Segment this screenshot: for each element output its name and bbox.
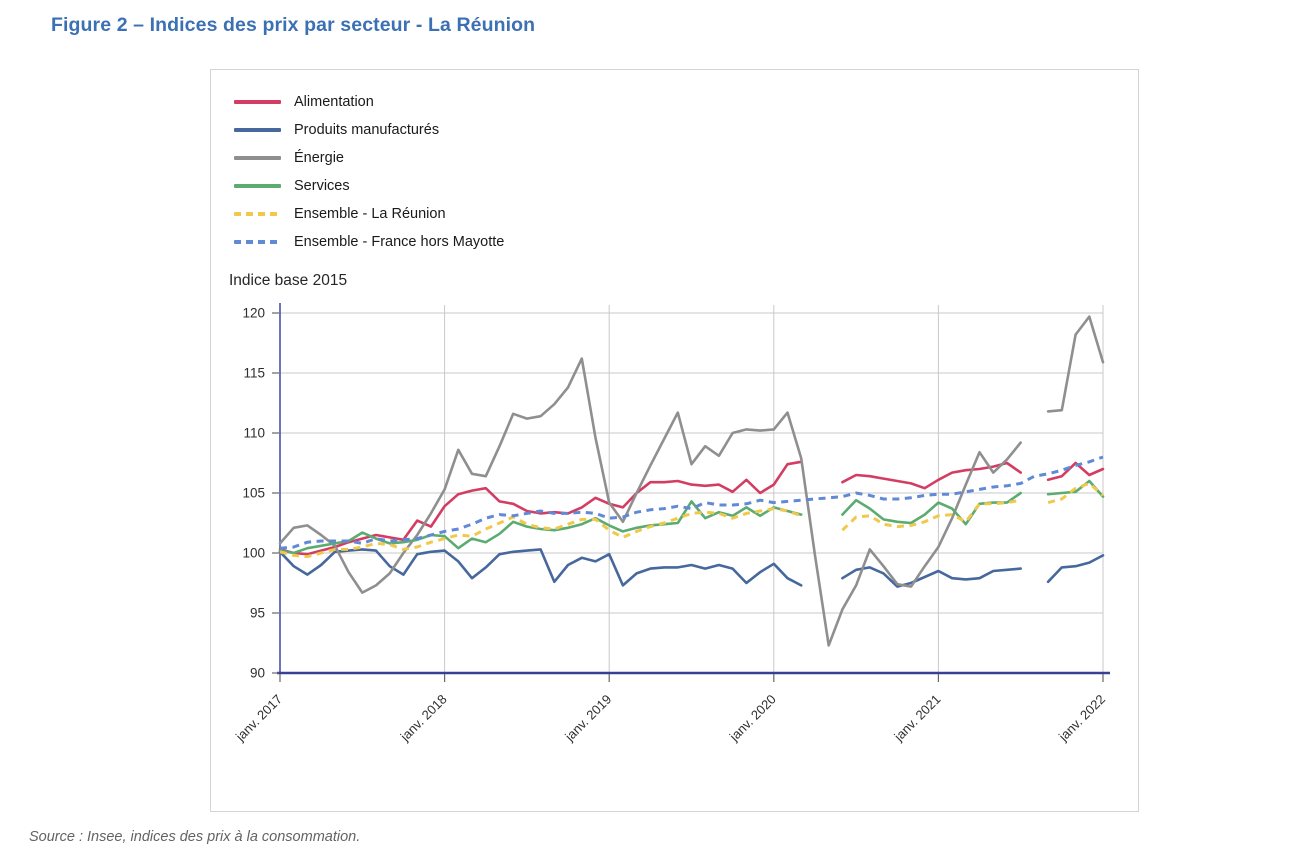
x-axis-ticks: janv. 2017 janv. 2018 janv. 2019 janv. 2020… xyxy=(232,674,1108,745)
y-axis-ticks: 90 95 100 105 110 115 120 xyxy=(242,306,279,681)
legend-label-ensemble-france-hors-mayotte: Ensemble - France hors Mayotte xyxy=(294,234,505,250)
svg-text:janv. 2020: janv. 2020 xyxy=(726,692,779,745)
legend-label-energie: Énergie xyxy=(294,150,344,166)
legend-swatch-ensemble-france-hors-mayotte xyxy=(234,240,281,244)
chart-panel xyxy=(210,69,1139,812)
legend-item-alimentation: Alimentation xyxy=(234,88,504,116)
legend-label-services: Services xyxy=(294,178,350,194)
svg-text:janv. 2021: janv. 2021 xyxy=(890,692,943,745)
svg-text:120: 120 xyxy=(242,306,265,321)
svg-text:90: 90 xyxy=(250,666,265,681)
series-energie xyxy=(278,315,1105,647)
legend-item-energie: Énergie xyxy=(234,144,504,172)
svg-text:janv. 2017: janv. 2017 xyxy=(232,692,285,745)
legend-swatch-energie xyxy=(234,156,281,160)
series-produits-manufactures xyxy=(278,548,1105,588)
legend-item-ensemble-france-hors-mayotte: Ensemble - France hors Mayotte xyxy=(234,228,504,256)
figure-title: Figure 2 – Indices des prix par secteur … xyxy=(51,14,536,36)
svg-text:95: 95 xyxy=(250,606,265,621)
series-ensemble-la-reunion xyxy=(279,481,1104,559)
svg-text:janv. 2022: janv. 2022 xyxy=(1055,692,1108,745)
legend-swatch-produits-manufactures xyxy=(234,128,281,132)
svg-text:115: 115 xyxy=(243,366,265,381)
svg-text:100: 100 xyxy=(242,546,265,561)
chart-legend: Alimentation Produits manufacturés Énergie… xyxy=(234,88,504,256)
series-ensemble-france-hors-mayotte xyxy=(279,455,1104,550)
svg-text:105: 105 xyxy=(242,486,265,501)
legend-label-ensemble-la-reunion: Ensemble - La Réunion xyxy=(294,206,446,222)
svg-text:110: 110 xyxy=(243,426,265,441)
y-axis-title: Indice base 2015 xyxy=(229,272,348,289)
legend-swatch-services xyxy=(234,184,281,188)
legend-label-alimentation: Alimentation xyxy=(294,94,374,110)
legend-swatch-ensemble-la-reunion xyxy=(234,212,281,216)
series-services xyxy=(278,479,1105,555)
legend-label-produits-manufactures: Produits manufacturés xyxy=(294,122,440,138)
legend-swatch-alimentation xyxy=(234,100,281,104)
axes xyxy=(277,303,1110,675)
legend-item-produits-manufactures: Produits manufacturés xyxy=(234,116,504,144)
svg-text:janv. 2018: janv. 2018 xyxy=(397,692,450,745)
svg-text:janv. 2019: janv. 2019 xyxy=(561,692,614,745)
legend-item-services: Services xyxy=(234,172,504,200)
legend-item-ensemble-la-reunion: Ensemble - La Réunion xyxy=(234,200,504,228)
source-note: Source : Insee, indices des prix à la co… xyxy=(29,829,361,845)
